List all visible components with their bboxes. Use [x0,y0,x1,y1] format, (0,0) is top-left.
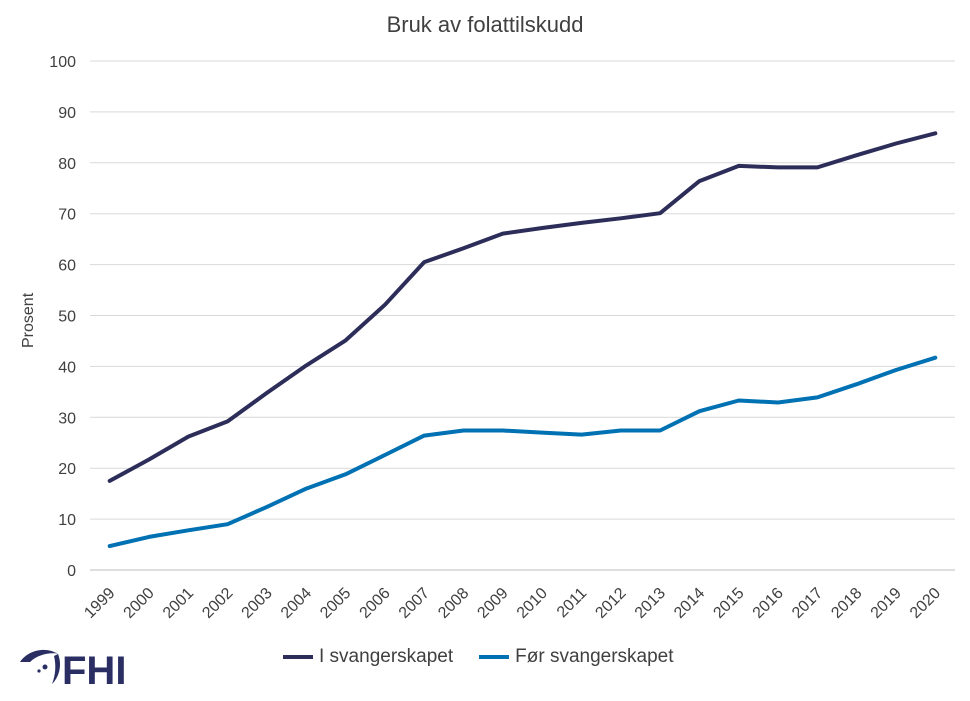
x-tick-label-2007: 2007 [396,585,433,622]
data-point-s1-2001 [186,528,190,532]
fhi-logo-dot-small-icon [37,669,41,673]
data-point-s0-2004 [304,363,308,367]
y-tick-label-90: 90 [58,105,76,122]
data-point-s0-2015 [737,164,741,168]
fhi-logo-text: FHI [62,649,126,690]
data-point-s1-2010 [540,431,544,435]
data-point-s0-2008 [462,246,466,250]
x-tick-label-2016: 2016 [750,585,787,622]
data-point-s0-2018 [855,153,859,157]
data-point-s0-2003 [265,391,269,395]
x-tick-label-2003: 2003 [239,585,276,622]
x-tick-label-2006: 2006 [357,585,394,622]
fhi-logo: FHI [20,649,126,690]
data-point-s1-2003 [265,505,269,509]
data-point-s1-2007 [422,434,426,438]
y-tick-label-20: 20 [58,461,76,478]
legend: I svangerskapet Før svangerskapet [283,646,700,668]
data-point-s1-2013 [658,429,662,433]
data-point-s1-2014 [697,409,701,413]
data-point-s0-2006 [383,303,387,307]
data-point-s1-2019 [894,368,898,372]
legend-swatch-for-svangerskapet [479,655,510,659]
y-tick-label-100: 100 [49,54,76,71]
data-point-s1-2008 [462,429,466,433]
series-line-0 [107,131,938,483]
data-point-s0-2010 [540,226,544,230]
data-point-s0-2001 [186,435,190,439]
data-point-s0-2000 [147,458,151,462]
data-point-s0-1999 [108,479,112,483]
y-tick-label-10: 10 [58,512,76,529]
data-point-s0-2002 [226,419,230,423]
data-point-s1-2000 [147,535,151,539]
fhi-logo-swoosh-icon [20,649,58,662]
legend-item-for-svangerskapet: Før svangerskapet [479,646,674,668]
x-tick-label-2002: 2002 [199,585,236,622]
series-line-1 [107,355,938,549]
data-point-s1-2016 [776,401,780,405]
x-tick-label-2014: 2014 [671,585,708,622]
data-point-s0-2005 [344,338,348,342]
x-tick-label-2008: 2008 [435,585,472,622]
y-tick-label-50: 50 [58,309,76,326]
chart-title: Bruk av folattilskudd [386,12,584,37]
x-tick-label-2009: 2009 [474,585,511,622]
x-tick-label-2018: 2018 [828,585,865,622]
y-tick-label-80: 80 [58,156,76,173]
data-point-s1-2012 [619,429,623,433]
data-point-s1-2018 [855,382,859,386]
y-tick-label-40: 40 [58,359,76,376]
data-point-s0-2009 [501,232,505,236]
data-point-s0-2011 [579,221,583,225]
x-tick-label-2019: 2019 [868,585,905,622]
data-point-s0-2016 [776,165,780,169]
data-point-s0-2019 [894,141,898,145]
x-tick-label-2010: 2010 [514,585,551,622]
data-point-s0-2014 [697,179,701,183]
x-tick-label-2013: 2013 [632,585,669,622]
x-tick-label-2001: 2001 [160,585,197,622]
x-tick-label-2020: 2020 [907,585,944,622]
legend-swatch-i-svangerskapet [283,655,313,659]
data-point-s1-2009 [501,429,505,433]
data-point-s1-2017 [815,395,819,399]
fhi-logo-dot-icon [42,664,48,670]
x-tick-label-2011: 2011 [554,585,590,621]
legend-label-for-svangerskapet: Før svangerskapet [515,646,674,667]
data-point-s0-2017 [815,165,819,169]
data-point-s1-2015 [737,399,741,403]
x-tick-label-1999: 1999 [81,585,118,622]
data-point-s1-2011 [579,433,583,437]
data-point-s0-2013 [658,211,662,215]
data-point-s1-2006 [383,453,387,457]
data-point-s1-2020 [933,356,937,360]
legend-item-i-svangerskapet: I svangerskapet [283,646,453,668]
data-point-s1-2005 [344,472,348,476]
x-tick-label-2005: 2005 [317,585,354,622]
x-tick-label-2017: 2017 [789,585,826,622]
data-point-s1-2002 [226,522,230,526]
x-tick-label-2004: 2004 [278,585,315,622]
x-tick-label-2000: 2000 [121,585,158,622]
data-point-s1-2004 [304,487,308,491]
y-tick-label-0: 0 [67,563,76,580]
legend-label-i-svangerskapet: I svangerskapet [319,646,454,667]
y-tick-label-70: 70 [58,207,76,224]
x-tick-label-2012: 2012 [592,585,629,622]
y-tick-label-60: 60 [58,258,76,275]
data-point-s1-1999 [108,544,112,548]
y-tick-label-30: 30 [58,410,76,427]
data-point-s0-2020 [933,131,937,135]
data-point-s0-2007 [422,260,426,264]
data-point-s0-2012 [619,216,623,220]
fhi-logo-arc-icon [52,654,60,684]
x-tick-label-2015: 2015 [710,585,747,622]
